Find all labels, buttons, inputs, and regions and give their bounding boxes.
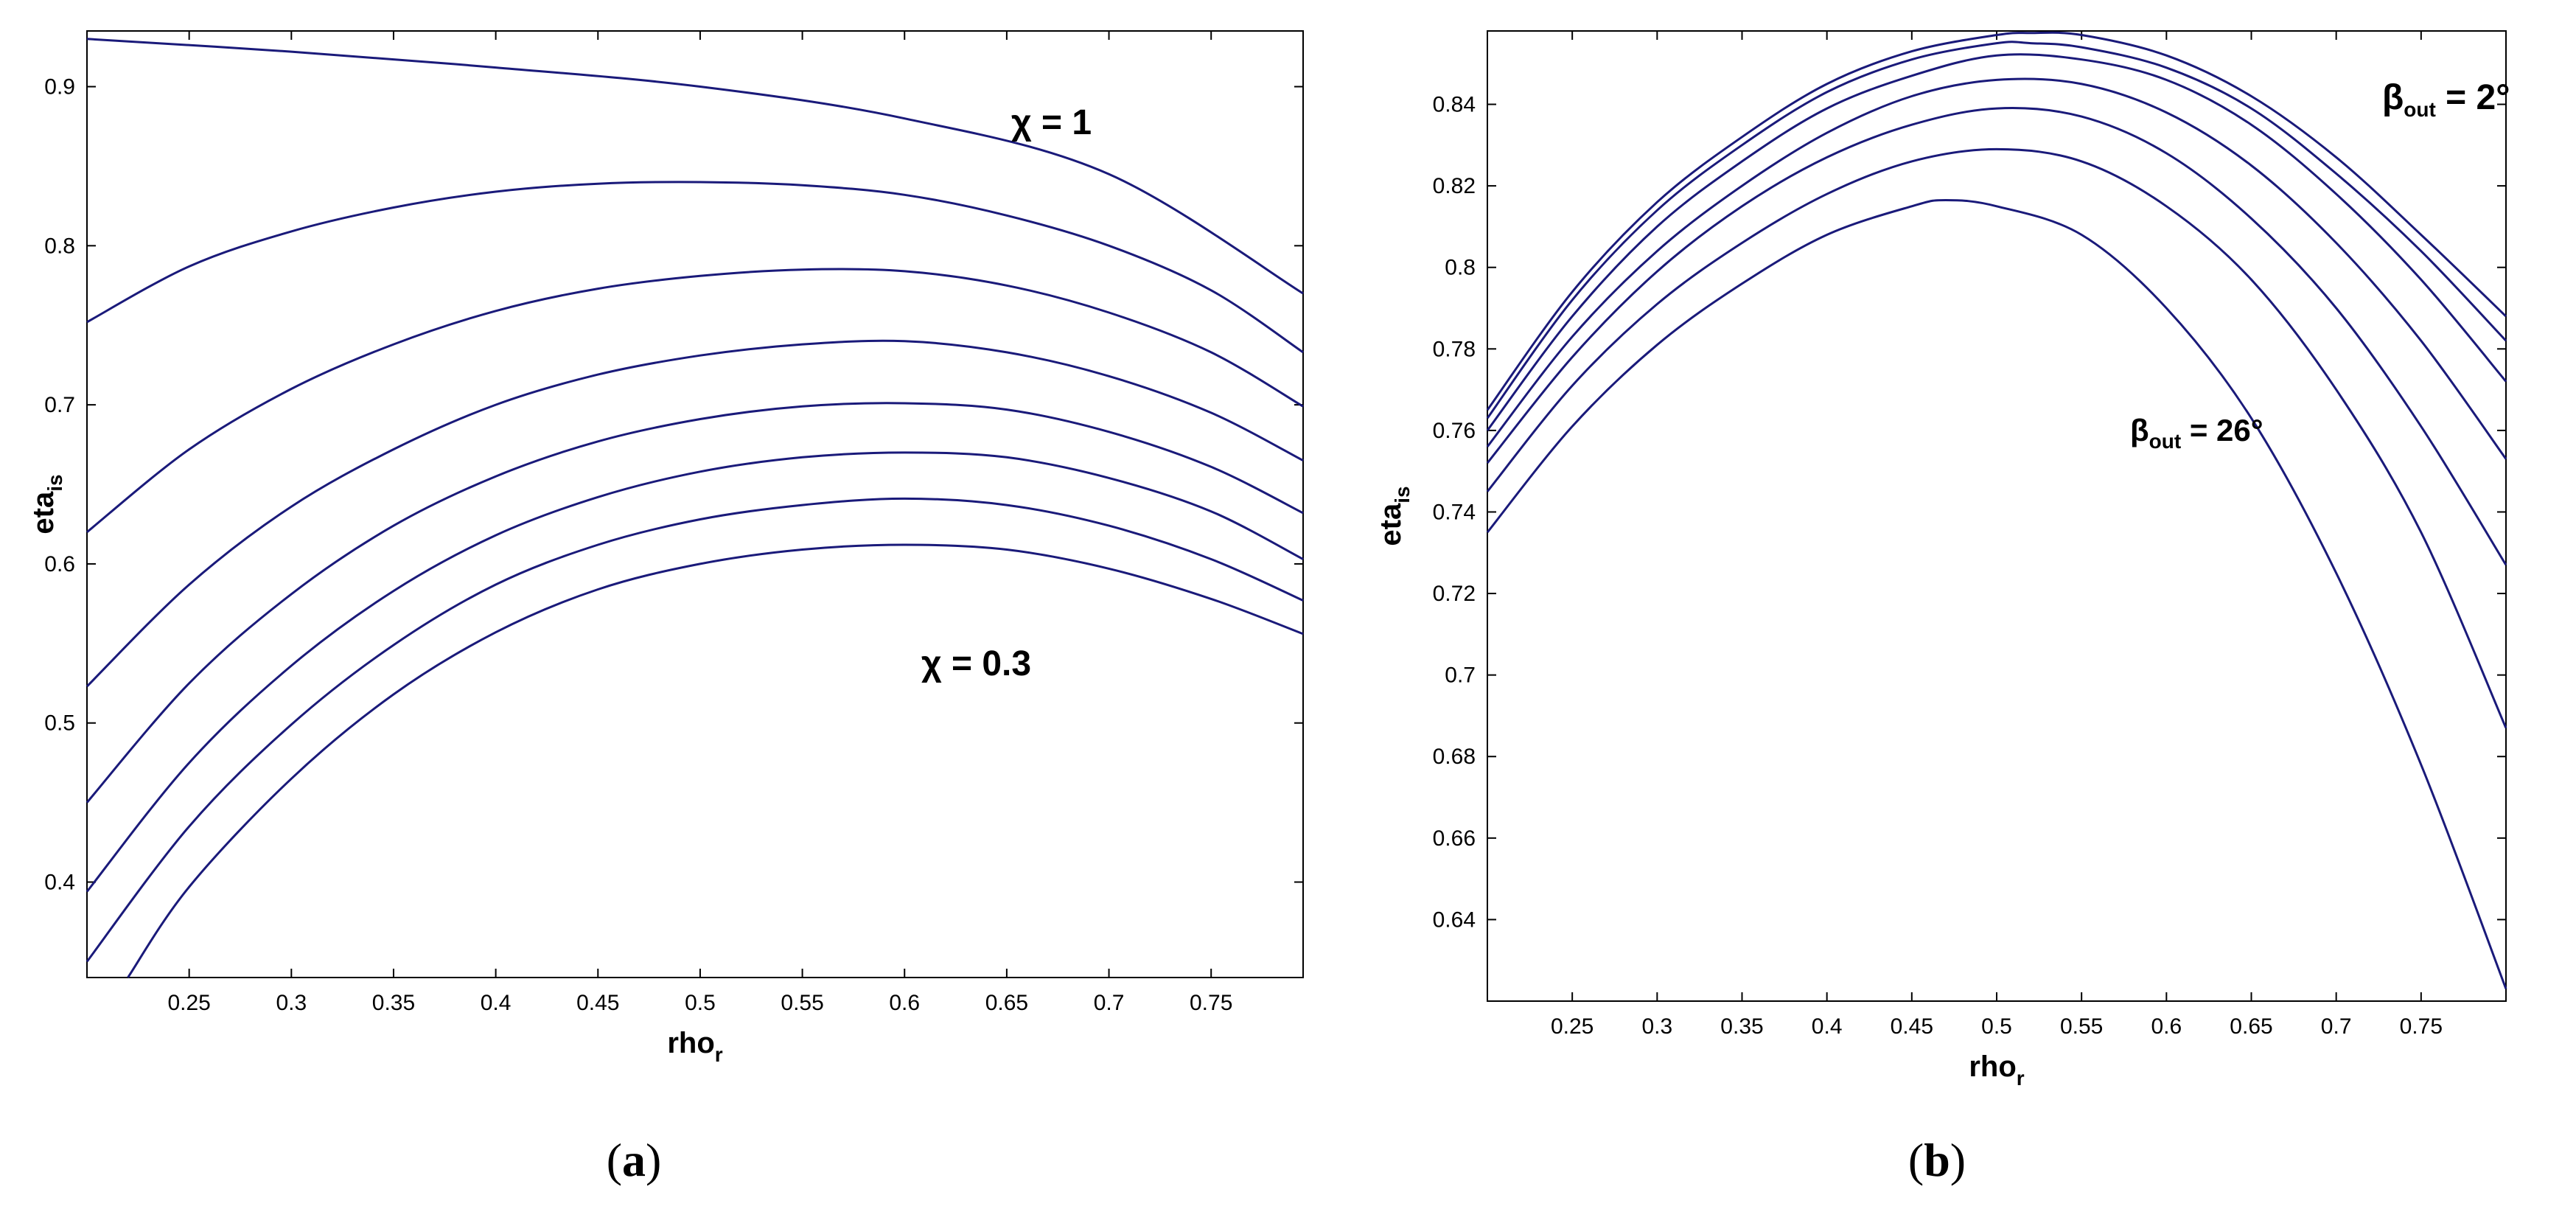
x-tick-label-a-3: 0.4 — [481, 991, 512, 1015]
x-tick-label-a-9: 0.7 — [1094, 991, 1125, 1015]
y-tick-label-b-7: 0.78 — [1433, 337, 1476, 361]
series-line-b-6 — [1486, 147, 2507, 729]
y-tick-label-b-4: 0.72 — [1433, 582, 1476, 606]
x-tick-label-a-6: 0.55 — [781, 991, 823, 1015]
tick-marks-b — [1487, 31, 2506, 1001]
y-tick-label-b-3: 0.7 — [1445, 663, 1476, 688]
annotation-beta-2: βout = 2° — [2382, 78, 2510, 121]
y-axis-label-a: etais — [27, 474, 66, 534]
x-tick-label-b-9: 0.7 — [2321, 1014, 2352, 1039]
series-line-b-5 — [1486, 107, 2507, 566]
series-line-b-1 — [1486, 31, 2507, 411]
x-tick-label-b-10: 0.75 — [2400, 1014, 2443, 1039]
y-tick-label-b-10: 0.84 — [1433, 93, 1476, 117]
series-line-a-6 — [85, 451, 1304, 893]
y-axis-label-b: etais — [1375, 486, 1414, 546]
series-line-a-5 — [85, 402, 1304, 804]
tick-marks-a — [87, 31, 1303, 978]
series-line-b-2 — [1486, 41, 2507, 419]
x-tick-label-a-5: 0.5 — [685, 991, 716, 1015]
annotation-chi-0-3: χ = 0.3 — [921, 644, 1031, 683]
y-tick-label-a-2: 0.6 — [44, 552, 75, 576]
series-line-b-7 — [1486, 198, 2507, 989]
y-tick-label-b-0: 0.64 — [1433, 907, 1476, 932]
x-tick-label-b-3: 0.4 — [1812, 1014, 1843, 1039]
x-tick-label-b-2: 0.35 — [1720, 1014, 1763, 1039]
x-tick-label-a-8: 0.65 — [985, 991, 1028, 1015]
x-tick-label-b-7: 0.6 — [2151, 1014, 2182, 1039]
series-line-a-7 — [85, 497, 1304, 963]
y-tick-label-b-9: 0.82 — [1433, 174, 1476, 198]
plot-frame-a — [86, 30, 1304, 978]
x-tick-label-a-1: 0.3 — [276, 991, 307, 1015]
series-line-a-1 — [86, 38, 1304, 295]
y-tick-label-b-5: 0.74 — [1433, 500, 1476, 524]
y-tick-label-a-5: 0.9 — [44, 75, 75, 100]
x-tick-label-a-10: 0.75 — [1190, 991, 1232, 1015]
x-tick-label-b-8: 0.65 — [2230, 1014, 2272, 1039]
y-tick-labels-a: 0.4 0.5 0.6 0.7 0.8 0.9 — [44, 75, 75, 895]
y-tick-label-a-1: 0.5 — [44, 711, 75, 736]
x-tick-label-b-1: 0.3 — [1641, 1014, 1672, 1039]
x-tick-label-b-6: 0.55 — [2060, 1014, 2103, 1039]
x-tick-label-b-0: 0.25 — [1551, 1014, 1594, 1039]
y-tick-label-b-2: 0.68 — [1433, 745, 1476, 769]
panel-label-a: (a) — [607, 1134, 662, 1186]
y-tick-label-a-4: 0.8 — [44, 234, 75, 258]
x-tick-label-a-7: 0.6 — [889, 991, 920, 1015]
x-tick-label-b-4: 0.45 — [1891, 1014, 1933, 1039]
y-tick-label-a-0: 0.4 — [44, 871, 75, 895]
series-line-b-4 — [1486, 77, 2507, 460]
y-tick-label-b-1: 0.66 — [1433, 826, 1476, 851]
plot-frame-b — [1487, 30, 2507, 1002]
series-line-a-3 — [86, 268, 1304, 533]
x-axis-label-b: rhor — [1969, 1051, 2024, 1090]
y-tick-label-a-3: 0.7 — [44, 393, 75, 417]
chart-panel-b: 0.25 0.3 0.35 0.4 0.45 0.5 0.55 0.6 0.65 0.7 0.75 … — [1375, 30, 2510, 1186]
y-tick-label-b-8: 0.8 — [1445, 256, 1476, 280]
panel-label-b: (b) — [1908, 1134, 1966, 1186]
x-axis-label-a: rhor — [667, 1027, 722, 1066]
chart-panel-a: 0.25 0.3 0.35 0.4 0.45 0.5 0.55 0.6 0.65 0.7 0.75 … — [27, 30, 1304, 1186]
series-line-a-2 — [86, 181, 1304, 354]
x-tick-label-a-2: 0.35 — [372, 991, 415, 1015]
x-tick-label-a-0: 0.25 — [167, 991, 210, 1015]
y-tick-labels-b: 0.64 0.66 0.68 0.7 0.72 0.74 0.76 0.78 0.8 0.82 0.… — [1433, 93, 1476, 933]
y-tick-label-b-6: 0.76 — [1433, 419, 1476, 443]
series-line-a-4 — [85, 339, 1304, 688]
annotation-beta-26: βout = 26° — [2130, 413, 2263, 453]
series-lines-b — [1486, 31, 2507, 989]
x-tick-label-a-4: 0.45 — [576, 991, 619, 1015]
x-tick-label-b-5: 0.5 — [1981, 1014, 2012, 1039]
x-tick-labels-b: 0.25 0.3 0.35 0.4 0.45 0.5 0.55 0.6 0.65 0.7 0.75 — [1551, 1014, 2443, 1039]
series-line-a-8 — [127, 543, 1304, 978]
x-tick-labels-a: 0.25 0.3 0.35 0.4 0.45 0.5 0.55 0.6 0.65 0.7 0.75 — [167, 991, 1232, 1015]
annotation-chi-1: χ = 1 — [1011, 103, 1092, 142]
series-lines-a — [85, 38, 1304, 978]
series-line-b-3 — [1486, 53, 2507, 431]
